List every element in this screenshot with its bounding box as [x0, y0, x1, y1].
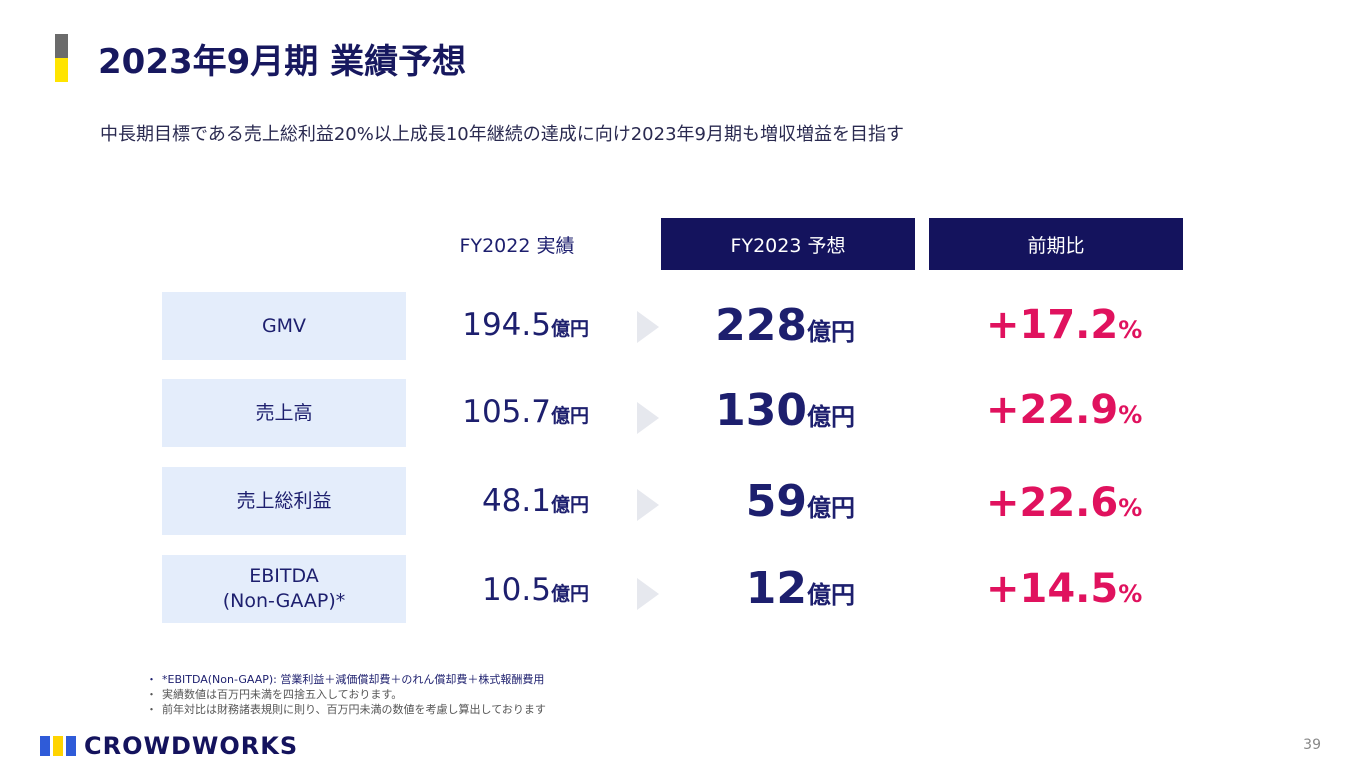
page-title: 2023年9月期 業績予想 [98, 42, 467, 82]
crowdworks-logo: CROWDWORKS [40, 732, 298, 760]
forecast-value-gross-profit: 59億円 [745, 476, 855, 527]
prev-value-gmv: 194.5億円 [462, 307, 589, 343]
footnote: ・前年対比は財務諸表規則に則り、百万円未満の数値を考慮し算出しております [146, 703, 546, 716]
yoy-value-ebitda: +14.5% [986, 566, 1143, 612]
logo-mark-icon [40, 736, 76, 756]
title-accent-bar [55, 34, 68, 82]
page-number: 39 [1303, 737, 1321, 753]
row-label-gmv: GMV [162, 292, 406, 360]
arrow-right-icon [637, 311, 659, 343]
forecast-value-revenue: 130億円 [715, 385, 855, 436]
arrow-right-icon [637, 402, 659, 434]
yoy-value-gmv: +17.2% [986, 302, 1143, 348]
row-label-gross-profit: 売上総利益 [162, 467, 406, 535]
row-label-ebitda: EBITDA (Non-GAAP)* [162, 555, 406, 623]
forecast-value-ebitda: 12億円 [745, 563, 855, 614]
footnotes: ・ *EBITDA(Non-GAAP): 営業利益＋減価償却費＋のれん償却費＋株式… [146, 671, 546, 716]
column-header-fy2022: FY2022 実績 [459, 234, 575, 257]
column-header-fy2023: FY2023 予想 [661, 218, 915, 270]
yoy-value-revenue: +22.9% [986, 387, 1143, 433]
arrow-right-icon [637, 578, 659, 610]
column-header-yoy: 前期比 [929, 218, 1183, 270]
footnote: ・実績数値は百万円未満を四捨五入しております。 [146, 688, 403, 701]
row-label-revenue: 売上高 [162, 379, 406, 447]
prev-value-ebitda: 10.5億円 [481, 572, 589, 608]
page-subtitle: 中長期目標である売上総利益20%以上成長10年継続の達成に向け2023年9月期も… [100, 124, 904, 145]
prev-value-revenue: 105.7億円 [462, 394, 589, 430]
arrow-right-icon [637, 489, 659, 521]
yoy-value-gross-profit: +22.6% [986, 480, 1143, 526]
footnote: ・ *EBITDA(Non-GAAP): 営業利益＋減価償却費＋のれん償却費＋株式… [146, 673, 545, 686]
forecast-value-gmv: 228億円 [715, 300, 855, 351]
prev-value-gross-profit: 48.1億円 [481, 483, 589, 519]
